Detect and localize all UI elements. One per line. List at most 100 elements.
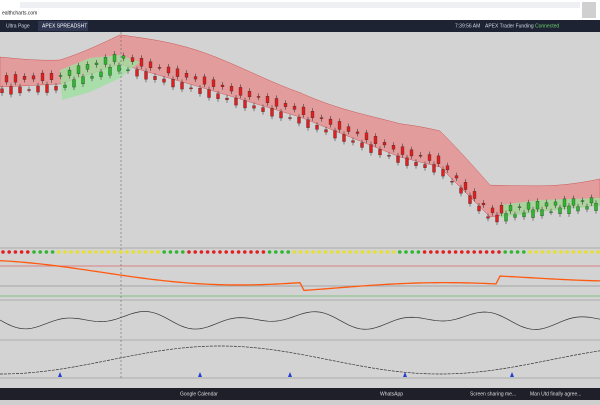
window-button[interactable] [582,2,596,18]
taskbar-item[interactable]: WhatsApp [380,391,403,397]
candle-body [0,88,4,94]
signal-dot [373,250,377,254]
signal-dot [447,250,452,254]
signal-dot [125,250,129,254]
candle-body [454,175,459,179]
candle-body [207,89,211,98]
candle-body [108,67,112,76]
candle-body [540,209,544,217]
signal-dot [267,250,272,254]
signal-dot [515,250,520,254]
signal-dot [174,250,179,254]
candle-body [301,106,306,115]
candle-body [202,76,207,85]
signal-dot [453,250,458,254]
marker [510,372,514,377]
signal-dot [435,250,439,254]
toolbar-tab[interactable]: Ultra Page [6,23,30,29]
connection-status: Connected [535,23,559,29]
signal-dot [205,250,210,254]
candle-body [544,202,549,207]
candle-body [310,111,315,118]
candle-body [211,79,216,87]
candle-body [288,117,292,119]
signal-dot [398,250,402,254]
candle-body [130,57,135,62]
candle-body [117,65,121,72]
signal-dot [311,250,315,254]
url[interactable]: ealthcharts.com [2,10,37,16]
signal-dot [298,250,303,254]
candle-body [180,82,184,90]
signal-dot [336,250,340,254]
candle-body [526,202,531,210]
signal-dot [181,250,185,254]
candle-body [427,154,432,161]
candle-body [418,155,423,157]
candle-body [153,76,157,80]
signal-dot [94,250,98,254]
candle-body [351,140,355,143]
candle-body [481,202,486,206]
candle-body [99,71,103,77]
candle-body [67,69,72,76]
candle-body [315,125,319,130]
taskbar-item[interactable]: Screen sharing me... [470,391,516,397]
signal-dot [44,250,49,254]
candle-body [139,58,144,67]
candle-body [58,75,63,77]
candle-body [396,155,400,163]
signal-dot [230,250,235,254]
signal-dot [69,250,73,254]
signal-dot [534,250,538,254]
candle-body [382,142,387,146]
candle-body [553,201,558,206]
candle-body [414,162,418,166]
candle-body [175,68,180,77]
candle-body [90,76,94,79]
candle-body [576,206,580,212]
candle-body [450,181,454,183]
signal-dot [546,250,551,254]
taskbar-item[interactable]: Man Utd finally agree... [530,391,581,397]
candle-body [328,118,333,125]
candle-body [72,79,76,88]
signal-dot [323,250,328,254]
candle-body [355,131,360,134]
candle-body [495,214,499,223]
signal-dot [497,250,501,254]
signal-dot [57,250,61,254]
candle-body [166,66,171,74]
candle-body [333,130,337,139]
candle-body [85,64,90,70]
candle-body [436,155,441,164]
signal-dot [367,250,371,254]
candle-body [135,69,139,77]
signal-dot [1,250,5,254]
signal-dot [119,250,123,254]
signal-dot [255,250,259,254]
signal-dot [292,250,297,254]
signal-dot [137,250,142,254]
candle-body [319,117,324,119]
signal-dot [236,250,241,254]
signal-dot [7,250,11,254]
taskbar-item[interactable]: Google Calendar [180,391,218,397]
candle-body [549,211,553,213]
candle-body [184,72,189,78]
candle-body [445,165,450,171]
toolbar-tab[interactable]: APEX SPREADSHT [42,23,87,29]
account[interactable]: APEX Trader Funding [485,23,534,29]
candle-body [306,119,310,128]
candle-body [220,84,225,87]
candle-body [121,55,126,59]
signal-dot [50,250,55,254]
candle-body [567,205,571,214]
signal-dot [81,250,86,254]
signal-dot [280,250,284,254]
signal-dot [385,250,390,254]
candle-body [283,103,288,107]
signal-dot [249,250,253,254]
candle-body [558,207,562,215]
signal-dot [553,250,557,254]
